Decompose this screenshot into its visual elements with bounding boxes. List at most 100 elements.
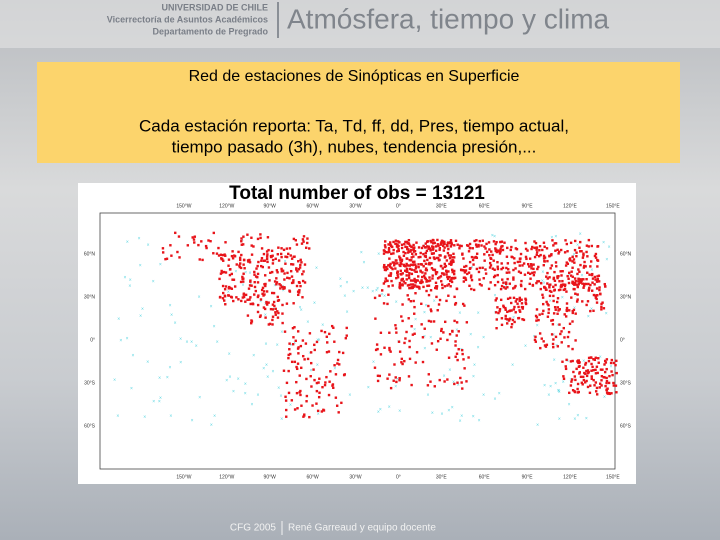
land-obs: [259, 314, 262, 317]
land-obs: [501, 278, 504, 281]
land-obs: [529, 263, 533, 266]
land-obs: [299, 393, 302, 397]
land-obs: [416, 285, 420, 289]
ocean-obs: ×: [141, 306, 144, 312]
land-obs: [457, 348, 460, 351]
land-obs: [550, 254, 553, 257]
land-obs: [477, 243, 480, 247]
land-obs: [283, 272, 286, 275]
land-obs: [500, 317, 504, 320]
land-obs: [421, 280, 424, 284]
land-obs: [262, 252, 266, 256]
ocean-obs: ×: [423, 334, 426, 340]
land-obs: [535, 319, 538, 322]
land-obs: [422, 244, 425, 248]
land-obs: [431, 238, 435, 242]
land-obs: [407, 242, 411, 246]
land-obs: [559, 288, 562, 291]
ocean-obs: ×: [585, 416, 588, 422]
land-obs: [404, 337, 407, 340]
land-obs: [227, 294, 230, 297]
land-obs: [274, 307, 277, 311]
land-obs: [271, 254, 274, 257]
land-obs: [400, 243, 404, 246]
land-obs: [567, 281, 571, 285]
land-obs: [564, 264, 568, 267]
land-obs: [438, 276, 441, 279]
land-obs: [491, 253, 494, 257]
land-obs: [251, 302, 255, 306]
land-obs: [394, 327, 398, 330]
land-obs: [615, 359, 618, 363]
land-obs: [376, 347, 379, 351]
land-obs: [600, 375, 604, 378]
land-obs: [412, 248, 415, 251]
land-obs: [596, 275, 599, 278]
land-obs: [391, 261, 395, 264]
land-obs: [558, 323, 561, 326]
land-obs: [504, 308, 507, 311]
land-obs: [437, 256, 440, 260]
land-obs: [261, 265, 264, 269]
land-obs: [571, 347, 574, 351]
ocean-obs: ×: [244, 382, 247, 388]
ocean-obs: ×: [308, 350, 311, 356]
land-obs: [424, 267, 428, 270]
land-obs: [289, 352, 292, 356]
land-obs: [399, 283, 403, 287]
land-obs: [587, 289, 590, 292]
land-obs: [598, 382, 602, 385]
land-obs: [405, 246, 409, 249]
land-obs: [481, 266, 484, 270]
land-obs: [322, 408, 325, 412]
land-obs: [443, 380, 446, 383]
land-obs: [287, 391, 291, 395]
land-obs: [592, 369, 595, 372]
land-obs: [430, 267, 434, 270]
land-obs: [212, 231, 216, 235]
land-obs: [581, 282, 584, 285]
land-obs: [399, 272, 402, 276]
land-obs: [485, 242, 488, 246]
land-obs: [530, 247, 533, 251]
land-obs: [444, 255, 447, 258]
land-obs: [575, 254, 578, 258]
land-obs: [485, 250, 489, 254]
land-obs: [528, 265, 531, 268]
land-obs: [561, 283, 564, 286]
land-obs: [387, 274, 391, 277]
land-obs: [407, 298, 411, 301]
land-obs: [569, 241, 573, 245]
ocean-obs: ×: [543, 383, 546, 389]
land-obs: [454, 344, 457, 347]
map-title: Total number of obs = 13121: [229, 183, 485, 204]
land-obs: [452, 272, 456, 276]
land-obs: [387, 243, 390, 246]
land-obs: [399, 256, 402, 260]
land-obs: [417, 263, 420, 266]
lat-label: 30°N: [84, 294, 96, 300]
land-obs: [428, 256, 432, 260]
lat-label: 30°S: [620, 380, 632, 386]
land-obs: [327, 350, 331, 353]
land-obs: [548, 284, 551, 287]
ocean-obs: ×: [477, 310, 480, 316]
land-obs: [328, 332, 331, 336]
land-obs: [286, 271, 289, 275]
land-obs: [576, 387, 579, 391]
land-obs: [581, 256, 585, 259]
land-obs: [546, 302, 549, 306]
land-obs: [272, 300, 276, 304]
land-obs: [238, 258, 242, 262]
land-obs: [565, 358, 568, 362]
land-obs: [577, 277, 581, 281]
land-obs: [292, 281, 295, 284]
land-obs: [305, 394, 309, 398]
land-obs: [402, 250, 405, 254]
land-obs: [231, 278, 234, 281]
land-obs: [399, 259, 402, 262]
land-obs: [237, 298, 240, 301]
land-obs: [534, 246, 537, 250]
land-obs: [519, 271, 523, 275]
land-obs: [299, 389, 302, 393]
